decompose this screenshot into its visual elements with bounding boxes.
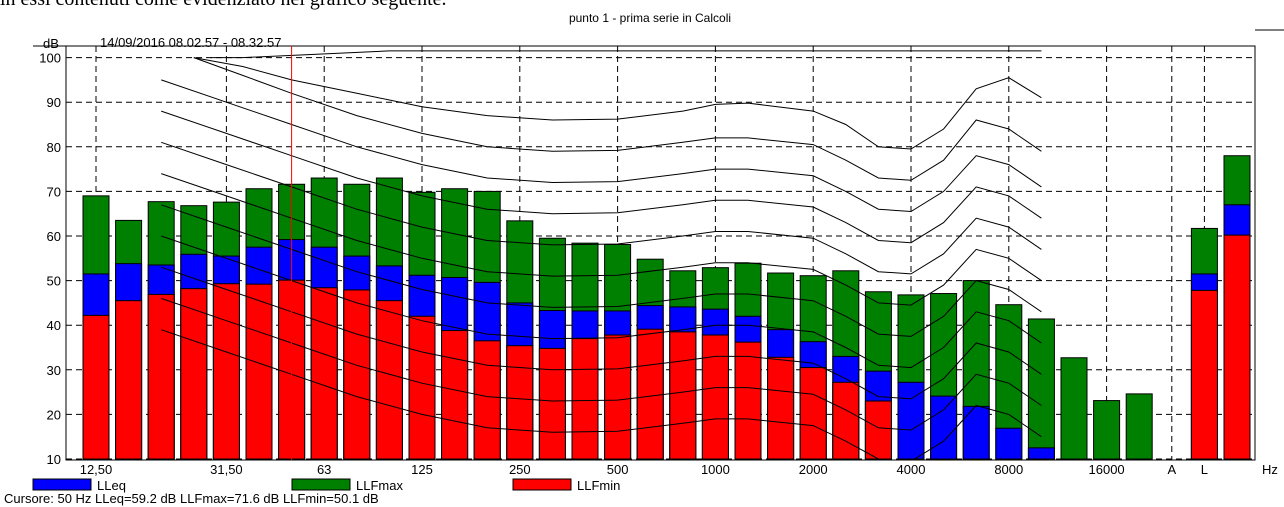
contour-curve: [193, 57, 1042, 181]
x-tick-label: 8000: [994, 462, 1023, 477]
x-tick-label: A: [1167, 462, 1176, 477]
plot-frame: [65, 45, 1256, 461]
bar-llfmax[interactable]: [1125, 393, 1153, 460]
y-tick-labels: 10 20 30 40 50 60 70 80 90 100: [39, 51, 61, 467]
x-tick-label: 31,50: [210, 462, 243, 477]
bar-llfmin[interactable]: [441, 330, 469, 460]
bar-llfmin[interactable]: [864, 400, 892, 460]
x-tick-label: 63: [317, 462, 331, 477]
contour-curve: [161, 173, 1042, 306]
bar-llfmin[interactable]: [734, 341, 762, 460]
chart-title: punto 1 - prima serie in Calcoli: [569, 11, 731, 25]
legend-label-lleq: LLeq: [97, 478, 126, 493]
x-unit-label: Hz: [1262, 462, 1278, 477]
contour-curve: [161, 297, 1042, 431]
legend-swatch-lleq: [32, 478, 92, 491]
bar-lleq[interactable]: [1027, 447, 1055, 460]
cursor-readout: Cursore: 50 Hz LLeq=59.2 dB LLFmax=71.6 …: [4, 491, 379, 506]
bar-lleq[interactable]: [930, 395, 958, 460]
bar-llfmin[interactable]: [212, 283, 240, 460]
bar-llfmin[interactable]: [375, 300, 403, 460]
y-tick-label: 100: [39, 51, 61, 66]
bar-llfmin[interactable]: [538, 347, 566, 460]
y-tick-label: 40: [47, 318, 61, 333]
x-tick-label: 4000: [897, 462, 926, 477]
x-tick-label: 12,50: [80, 462, 113, 477]
contour-curve: [161, 141, 1042, 275]
bar-llfmin[interactable]: [147, 293, 175, 460]
y-tick-label: 70: [47, 184, 61, 199]
y-tick-label: 30: [47, 363, 61, 378]
bar-llfmin[interactable]: [473, 340, 501, 460]
contour-curve: [161, 110, 1042, 244]
bar-llfmin[interactable]: [1223, 234, 1251, 460]
bar-llfmin[interactable]: [115, 300, 143, 460]
contour-curve: [161, 266, 1042, 400]
y-tick-label: 90: [47, 95, 61, 110]
legend-swatch-llfmax: [291, 478, 351, 491]
bar-lleq[interactable]: [995, 427, 1023, 460]
bar-llfmin[interactable]: [408, 315, 436, 460]
x-tick-label: 125: [411, 462, 433, 477]
y-unit-label: dB: [43, 36, 59, 51]
bar-llfmin[interactable]: [571, 338, 599, 460]
bar-llfmin[interactable]: [799, 367, 827, 460]
bar-llfmin[interactable]: [180, 288, 208, 460]
bar-llfmin[interactable]: [343, 289, 371, 460]
contour-curve: [161, 329, 1042, 460]
y-tick-label: 50: [47, 274, 61, 289]
x-tick-label: 1000: [701, 462, 730, 477]
legend-label-llfmin: LLFmin: [577, 478, 620, 493]
contour-curve: [193, 57, 1042, 150]
y-tick-label: 60: [47, 229, 61, 244]
contour-curve: [161, 79, 1042, 213]
bar-llfmin[interactable]: [767, 356, 795, 460]
y-tick-label: 10: [47, 452, 61, 467]
bar-llfmin[interactable]: [701, 334, 729, 460]
bar-llfmin[interactable]: [604, 334, 632, 460]
bar-llfmin[interactable]: [832, 381, 860, 460]
legend: LLeq LLFmax LLFmin: [32, 478, 620, 493]
contour-curves: [161, 50, 1042, 460]
legend-swatch-llfmin: [512, 478, 572, 491]
bar-llfmin[interactable]: [1190, 289, 1218, 460]
x-tick-label: 16000: [1089, 462, 1125, 477]
bar-llfmin[interactable]: [636, 328, 664, 460]
bar-llfmin[interactable]: [669, 331, 697, 460]
y-tick-label: 20: [47, 407, 61, 422]
bar-llfmin[interactable]: [506, 345, 534, 460]
time-range-label: 14/09/2016 08.02.57 - 08.32.57: [100, 35, 281, 50]
bar-llfmin[interactable]: [310, 287, 338, 460]
bar-lleq[interactable]: [962, 405, 990, 460]
contour-curve: [210, 50, 1042, 59]
bar-llfmin[interactable]: [82, 314, 110, 460]
x-tick-label: 250: [509, 462, 531, 477]
bar-llfmax[interactable]: [1060, 357, 1088, 460]
bars: [82, 155, 1251, 460]
document-text: in essi contenuti come evidenziato nel g…: [0, 0, 447, 11]
contour-curve: [161, 204, 1042, 337]
bar-llfmax[interactable]: [1027, 318, 1055, 460]
contour-curve: [161, 235, 1042, 369]
bar-llfmax[interactable]: [1093, 400, 1121, 460]
bar-lleq[interactable]: [897, 381, 925, 460]
x-tick-label: 500: [607, 462, 629, 477]
x-tick-labels: 12,50 31,50 63 125 250 500 1000 2000 4000 8000 160…: [80, 462, 1208, 477]
x-tick-label: 2000: [799, 462, 828, 477]
bar-llfmin[interactable]: [245, 283, 273, 460]
x-tick-label: L: [1201, 462, 1208, 477]
y-tick-label: 80: [47, 140, 61, 155]
legend-label-llfmax: LLFmax: [356, 478, 403, 493]
